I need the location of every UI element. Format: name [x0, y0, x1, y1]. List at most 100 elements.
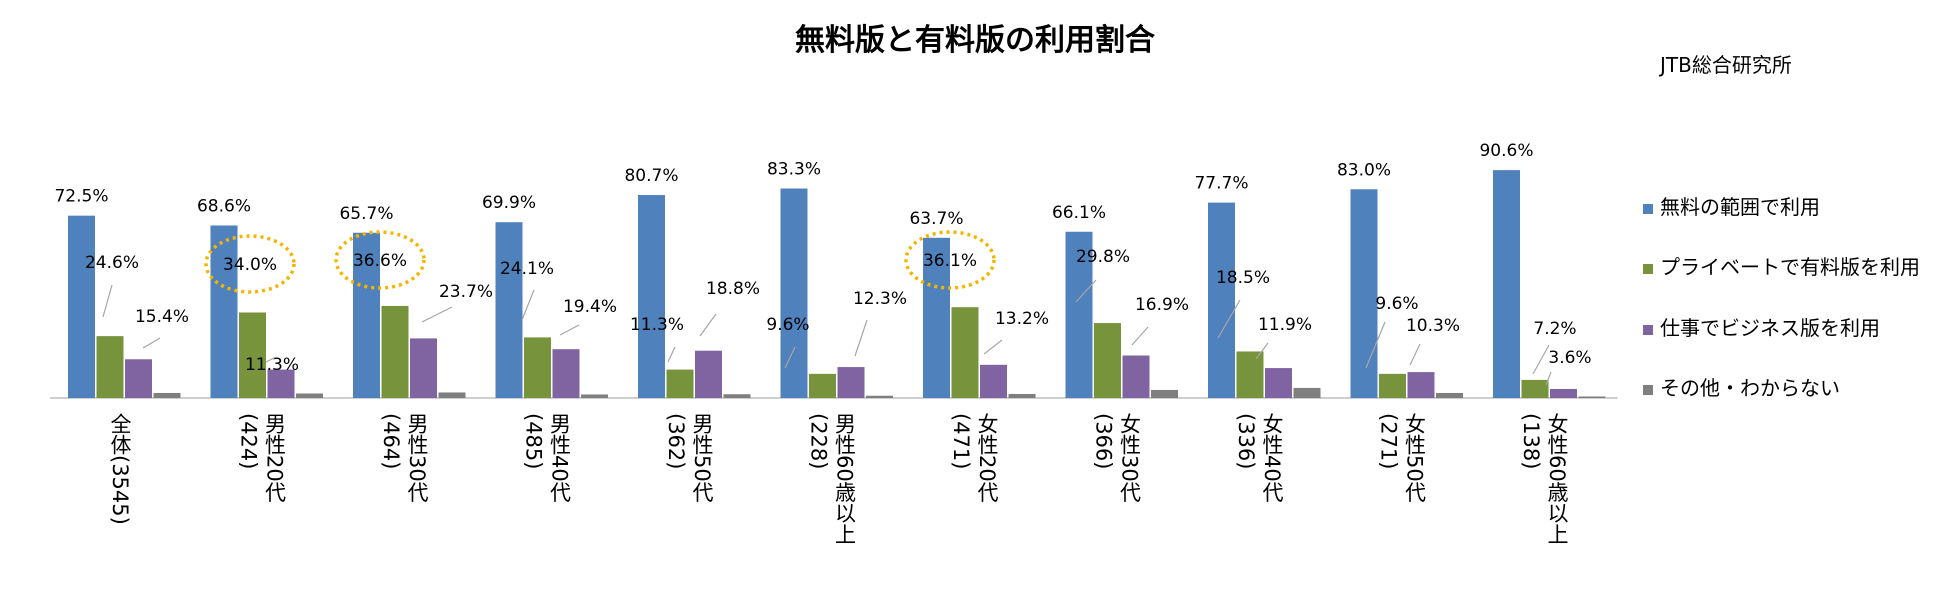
- data-label-s1-1: 72.5%: [54, 187, 108, 207]
- data-label-s3-2: 11.3%: [245, 355, 299, 375]
- leader-line-s3-3: [421, 306, 453, 323]
- source-note: JTB総合研究所: [1658, 53, 1792, 77]
- category-label-1: 全体(3545): [108, 413, 132, 525]
- bar-2-9: [1236, 351, 1264, 398]
- leader-line-s3-4: [559, 324, 580, 336]
- bar-1-2: [210, 225, 238, 398]
- category-label-5-1: 男性50代: [690, 413, 714, 503]
- data-label-s2-5: 11.3%: [630, 315, 684, 335]
- bar-2-7: [951, 307, 979, 398]
- bar-1-3: [353, 232, 380, 398]
- data-label-s1-10: 83.0%: [1337, 160, 1391, 180]
- data-label-s2-9: 18.5%: [1216, 268, 1270, 288]
- data-label-s3-1: 15.4%: [135, 307, 189, 327]
- legend-label-3: 仕事でビジネス版を利用: [1660, 316, 1880, 340]
- data-label-s2-11: 7.2%: [1533, 319, 1576, 339]
- bar-1-5: [638, 195, 665, 398]
- highlight-circle-3: [334, 230, 426, 290]
- category-label-2-2: (424): [237, 413, 261, 469]
- bar-2-10: [1379, 373, 1406, 398]
- leader-line-s2-8: [1075, 279, 1097, 303]
- leader-line-s3-8: [1131, 326, 1149, 346]
- bar-1-4: [495, 222, 523, 398]
- leader-line-s3-2: [265, 356, 277, 363]
- data-label-s3-4: 19.4%: [563, 297, 617, 317]
- data-label-s2-2: 34.0%: [223, 255, 277, 275]
- bar-2-1: [96, 336, 124, 398]
- legend-label-1: 無料の範囲で利用: [1660, 195, 1820, 219]
- data-label-s2-6: 9.6%: [766, 315, 809, 335]
- bar-3-10: [1407, 372, 1435, 398]
- category-label-9-2: (336): [1234, 413, 1258, 469]
- leader-line-s3-1: [142, 337, 161, 349]
- bar-1-6: [780, 188, 808, 398]
- leader-line-s2-4: [521, 289, 535, 321]
- bar-2-3: [381, 305, 409, 398]
- bar-3-11: [1550, 388, 1577, 398]
- legend-swatch-3: [1643, 325, 1653, 335]
- bar-2-4: [524, 337, 551, 398]
- bar-4-5: [723, 394, 751, 398]
- bar-3-4: [552, 349, 580, 398]
- bar-2-6: [809, 373, 836, 398]
- highlight-circle-7: [904, 230, 996, 290]
- category-label-6-2: (228): [807, 413, 831, 469]
- legend-label-2: プライベートで有料版を利用: [1660, 255, 1920, 279]
- bar-3-7: [980, 364, 1007, 398]
- bar-2-5: [666, 369, 694, 398]
- data-label-s2-10: 9.6%: [1375, 294, 1418, 314]
- data-label-s3-10: 10.3%: [1406, 316, 1460, 336]
- bar-4-4: [581, 394, 608, 398]
- category-label-6-1: 男性60歳以上: [833, 413, 857, 545]
- bar-2-2: [239, 312, 266, 398]
- bar-4-8: [1151, 389, 1178, 398]
- category-label-5-2: (362): [664, 413, 688, 469]
- data-label-s3-5: 18.8%: [706, 279, 760, 299]
- category-label-2-1: 男性20代: [263, 413, 287, 503]
- data-label-s1-6: 83.3%: [767, 160, 821, 180]
- bar-4-10: [1436, 392, 1463, 398]
- category-label-11-2: (138): [1519, 413, 1543, 469]
- leader-line-s3-10: [1409, 343, 1421, 366]
- leader-line-s3-9: [1255, 342, 1269, 360]
- category-label-4-2: (485): [522, 413, 546, 469]
- plot-area: 72.5% 24.6% 15.4% 全体(3545) 68.6% 34.0% 11.3% 男性…: [50, 141, 1618, 545]
- bar-1-9: [1208, 202, 1235, 398]
- data-label-s1-11: 90.6%: [1479, 141, 1533, 161]
- data-label-s2-3: 36.6%: [353, 251, 407, 271]
- bar-3-3: [410, 338, 437, 398]
- legend: 無料の範囲で利用プライベートで有料版を利用仕事でビジネス版を利用その他・わからな…: [1643, 195, 1920, 400]
- data-label-s3-8: 16.9%: [1135, 295, 1189, 315]
- category-label-9-1: 女性40代: [1260, 413, 1284, 503]
- category-label-3-1: 男性30代: [405, 413, 429, 503]
- bar-2-8: [1094, 323, 1121, 398]
- bar-1-8: [1065, 231, 1093, 398]
- bar-3-6: [837, 367, 865, 398]
- data-label-s1-7: 63.7%: [909, 209, 963, 229]
- data-label-s3-9: 11.9%: [1258, 315, 1312, 335]
- category-label-8-1: 女性30代: [1118, 413, 1142, 503]
- leader-line-s3-11: [1545, 371, 1552, 386]
- leader-line-s2-6: [784, 346, 796, 369]
- category-label-3-2: (464): [379, 413, 403, 469]
- category-label-10-1: 女性50代: [1403, 413, 1427, 503]
- bar-1-10: [1350, 189, 1378, 398]
- data-label-s3-6: 12.3%: [853, 289, 907, 309]
- chart-title: 無料版と有料版の利用割合: [795, 23, 1155, 58]
- category-label-7-2: (471): [949, 413, 973, 469]
- legend-swatch-2: [1643, 264, 1653, 274]
- data-label-s1-8: 66.1%: [1052, 203, 1106, 223]
- bar-3-8: [1122, 355, 1150, 398]
- data-label-s1-9: 77.7%: [1194, 174, 1248, 194]
- leader-line-s2-9: [1217, 299, 1241, 339]
- bar-1-11: [1493, 170, 1520, 398]
- bar-3-2: [267, 369, 295, 398]
- leader-line-s2-11: [1532, 344, 1550, 375]
- bar-3-1: [125, 359, 152, 398]
- data-label-s3-11: 3.6%: [1548, 348, 1591, 368]
- data-label-s2-8: 29.8%: [1076, 247, 1130, 267]
- data-label-s3-7: 13.2%: [995, 309, 1049, 329]
- leader-line-s3-5: [699, 313, 717, 337]
- bar-1-7: [923, 237, 950, 398]
